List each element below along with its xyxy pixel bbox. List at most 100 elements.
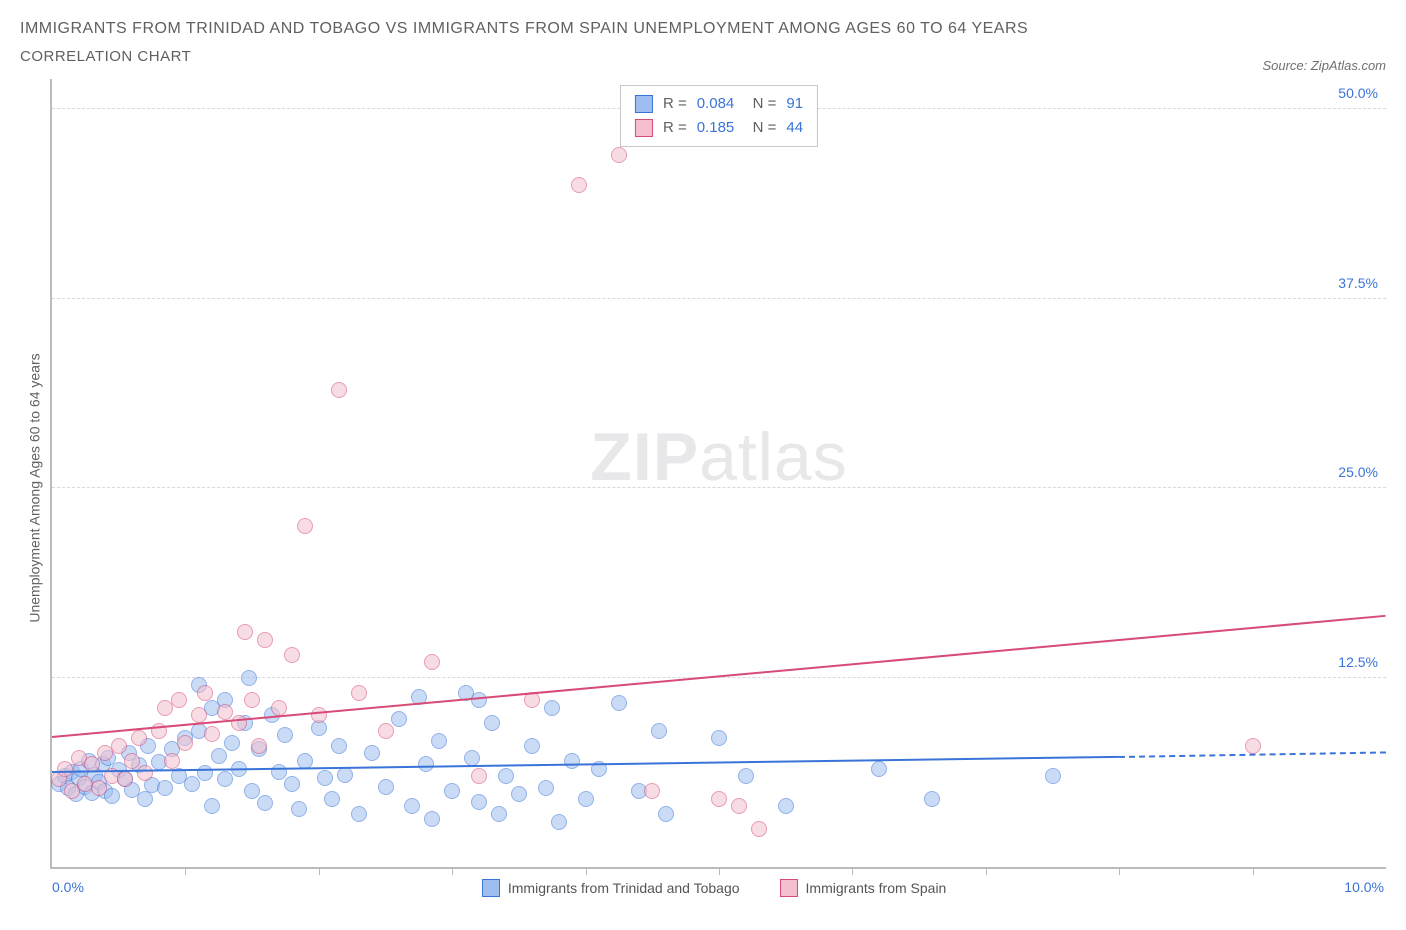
legend-item: Immigrants from Trinidad and Tobago: [482, 879, 740, 897]
scatter-point: [778, 798, 794, 814]
scatter-point: [351, 806, 367, 822]
legend-swatch-blue: [635, 95, 653, 113]
legend-label: Immigrants from Spain: [806, 880, 947, 896]
legend-swatch-pink: [780, 879, 798, 897]
scatter-point: [117, 771, 133, 787]
x-tick: [986, 867, 987, 875]
scatter-point: [491, 806, 507, 822]
legend-n-value-0: 91: [786, 92, 803, 116]
plot-area: ZIPatlas R = 0.084 N = 91 R = 0.185 N =: [50, 79, 1386, 869]
scatter-point: [404, 798, 420, 814]
scatter-point: [291, 801, 307, 817]
scatter-point: [251, 738, 267, 754]
scatter-point: [124, 753, 140, 769]
scatter-point: [524, 738, 540, 754]
correlation-legend-row: R = 0.084 N = 91: [635, 92, 803, 116]
scatter-point: [544, 700, 560, 716]
scatter-point: [131, 730, 147, 746]
scatter-point: [157, 780, 173, 796]
scatter-point: [137, 791, 153, 807]
scatter-point: [924, 791, 940, 807]
scatter-point: [564, 753, 580, 769]
y-tick-label: 25.0%: [1338, 464, 1378, 480]
plot-column: ZIPatlas R = 0.084 N = 91 R = 0.185 N =: [50, 79, 1386, 897]
x-tick: [319, 867, 320, 875]
scatter-point: [484, 715, 500, 731]
scatter-point: [871, 761, 887, 777]
correlation-legend-row: R = 0.185 N = 44: [635, 116, 803, 140]
scatter-point: [177, 735, 193, 751]
legend-n-value-1: 44: [786, 116, 803, 140]
scatter-point: [418, 756, 434, 772]
legend-r-label: R =: [663, 92, 687, 116]
scatter-point: [1245, 738, 1261, 754]
scatter-point: [337, 767, 353, 783]
scatter-point: [217, 771, 233, 787]
scatter-point: [331, 738, 347, 754]
scatter-point: [244, 783, 260, 799]
scatter-point: [237, 624, 253, 640]
chart-container: IMMIGRANTS FROM TRINIDAD AND TOBAGO VS I…: [20, 20, 1386, 897]
legend-r-label: R =: [663, 116, 687, 140]
legend-swatch-blue: [482, 879, 500, 897]
scatter-point: [471, 768, 487, 784]
x-axis-min: 0.0%: [52, 879, 84, 897]
scatter-point: [431, 733, 447, 749]
x-axis-row: 0.0% Immigrants from Trinidad and Tobago…: [50, 879, 1386, 897]
y-tick-label: 12.5%: [1338, 654, 1378, 670]
scatter-point: [471, 692, 487, 708]
legend-item: Immigrants from Spain: [780, 879, 947, 897]
scatter-point: [241, 670, 257, 686]
x-tick: [586, 867, 587, 875]
legend-n-label: N =: [744, 116, 776, 140]
scatter-point: [444, 783, 460, 799]
legend-n-label: N =: [744, 92, 776, 116]
correlation-legend: R = 0.084 N = 91 R = 0.185 N = 44: [620, 85, 818, 147]
scatter-point: [257, 632, 273, 648]
scatter-point: [651, 723, 667, 739]
scatter-point: [164, 753, 180, 769]
scatter-point: [498, 768, 514, 784]
scatter-point: [324, 791, 340, 807]
scatter-point: [284, 647, 300, 663]
scatter-point: [331, 382, 347, 398]
scatter-point: [137, 765, 153, 781]
scatter-point: [57, 761, 73, 777]
scatter-point: [471, 794, 487, 810]
scatter-point: [91, 780, 107, 796]
scatter-point: [171, 692, 187, 708]
scatter-point: [578, 791, 594, 807]
scatter-point: [1045, 768, 1061, 784]
scatter-point: [257, 795, 273, 811]
scatter-point: [738, 768, 754, 784]
legend-swatch-pink: [635, 119, 653, 137]
y-axis-label: Unemployment Among Ages 60 to 64 years: [27, 353, 43, 622]
scatter-point: [611, 147, 627, 163]
scatter-point: [111, 738, 127, 754]
scatter-point: [571, 177, 587, 193]
scatter-point: [297, 518, 313, 534]
x-axis-max: 10.0%: [1344, 879, 1384, 897]
scatter-point: [538, 780, 554, 796]
scatter-point: [311, 707, 327, 723]
gridline: [52, 298, 1386, 299]
scatter-point: [277, 727, 293, 743]
scatter-point: [551, 814, 567, 830]
scatter-point: [424, 654, 440, 670]
scatter-point: [658, 806, 674, 822]
scatter-point: [751, 821, 767, 837]
series-legend: Immigrants from Trinidad and Tobago Immi…: [84, 879, 1344, 897]
scatter-point: [204, 798, 220, 814]
scatter-point: [211, 748, 227, 764]
scatter-point: [224, 735, 240, 751]
scatter-point: [378, 779, 394, 795]
scatter-point: [197, 685, 213, 701]
x-tick: [1253, 867, 1254, 875]
scatter-point: [511, 786, 527, 802]
header-row: IMMIGRANTS FROM TRINIDAD AND TOBAGO VS I…: [20, 20, 1386, 73]
scatter-point: [244, 692, 260, 708]
scatter-point: [378, 723, 394, 739]
scatter-point: [271, 700, 287, 716]
chart-title: IMMIGRANTS FROM TRINIDAD AND TOBAGO VS I…: [20, 20, 1028, 38]
legend-label: Immigrants from Trinidad and Tobago: [508, 880, 740, 896]
